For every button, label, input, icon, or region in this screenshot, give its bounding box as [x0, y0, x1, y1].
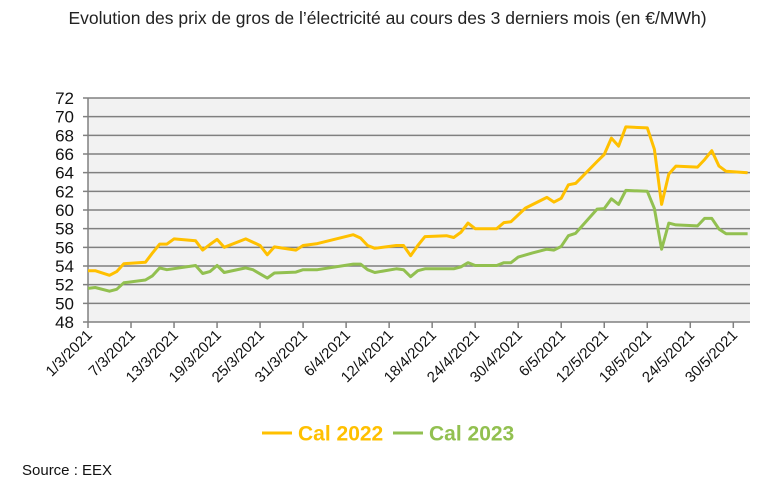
- y-tick-label: 62: [55, 182, 74, 201]
- legend-label: Cal 2022: [298, 423, 383, 446]
- y-tick-label: 60: [55, 201, 74, 220]
- chart-title: Evolution des prix de gros de l’électric…: [68, 8, 707, 28]
- source-note: Source : EEX: [22, 462, 113, 479]
- y-tick-label: 64: [55, 164, 74, 183]
- y-tick-label: 56: [55, 238, 74, 257]
- y-tick-label: 68: [55, 126, 74, 145]
- y-tick-label: 48: [55, 313, 74, 332]
- y-tick-label: 72: [55, 89, 74, 108]
- x-tick-label: 1/3/2021: [43, 327, 96, 380]
- series-line-cal-2023: [87, 188, 748, 293]
- legend-label: Cal 2023: [429, 423, 514, 446]
- y-tick-label: 50: [55, 294, 74, 313]
- y-tick-label: 54: [55, 257, 74, 276]
- y-tick-label: 52: [55, 276, 74, 295]
- y-tick-label: 58: [55, 220, 74, 239]
- y-tick-label: 70: [55, 108, 74, 127]
- y-tick-label: 66: [55, 145, 74, 164]
